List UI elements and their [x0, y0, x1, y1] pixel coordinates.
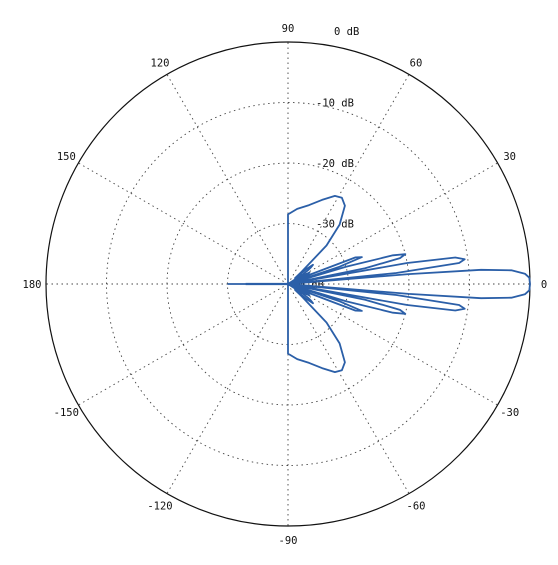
angle-tick-label: 60: [410, 57, 423, 69]
angle-tick-label: -120: [147, 501, 172, 513]
angle-spoke-11: [287, 283, 498, 406]
angle-tick-label: -90: [279, 535, 298, 547]
angle-tick-label: -150: [54, 407, 79, 419]
angle-spoke-7: [78, 283, 289, 406]
angle-spoke-8: [166, 283, 289, 494]
angle-spoke-2: [287, 74, 410, 285]
angle-spoke-1: [287, 162, 498, 285]
radial-tick-label: 0 dB: [334, 26, 359, 38]
angle-tick-label: 90: [282, 23, 295, 35]
angle-tick-label: 30: [503, 151, 516, 163]
radial-tick-label: -20 dB: [316, 158, 354, 170]
series-group: [227, 195, 531, 373]
radial-tick-label: -30 dB: [316, 219, 354, 231]
angle-tick-label: 150: [57, 151, 76, 163]
angle-spoke-5: [78, 162, 289, 285]
radial-tick-labels: 0 dB-10 dB-20 dB-30 dB-40 dB: [286, 26, 359, 291]
angle-tick-label: -30: [500, 407, 519, 419]
radial-tick-label: -10 dB: [316, 98, 354, 110]
angle-spoke-4: [166, 74, 289, 285]
angle-tick-labels: 0 30 60 90 120 150 180 -150 -120 -90 -60 -30: [23, 23, 548, 547]
angle-tick-label: -60: [407, 501, 426, 513]
angle-spoke-10: [287, 283, 410, 494]
angle-tick-label: 120: [151, 57, 170, 69]
angle-tick-label: 180: [23, 279, 42, 291]
series-line-0: [227, 195, 531, 373]
angle-tick-label: 0: [541, 279, 547, 291]
